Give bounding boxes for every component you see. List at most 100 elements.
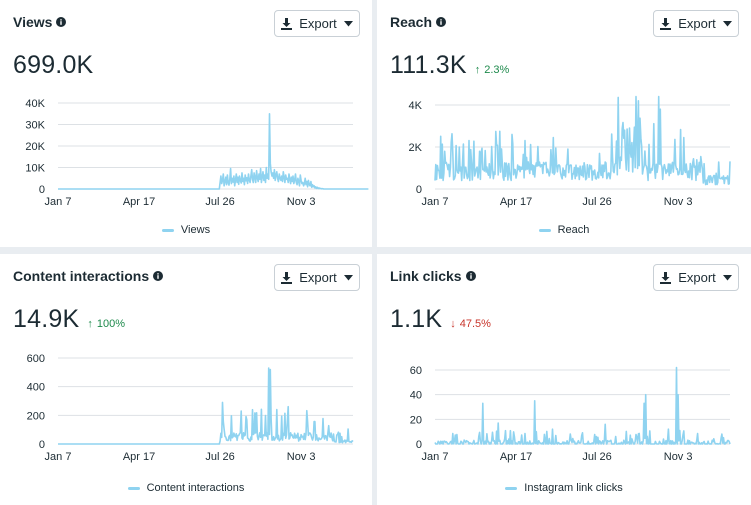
y-tick-label: 30K	[25, 120, 45, 132]
caret-down-icon	[722, 274, 732, 280]
metric-row: 111.3K ↑ 2.3%	[390, 51, 509, 80]
y-tick-label: 400	[27, 382, 45, 394]
x-tick-label: Nov 3	[287, 196, 316, 208]
chart-legend: Content interactions	[0, 482, 372, 494]
card-title: Views	[13, 14, 67, 30]
change-indicator: ↓ 47.5%	[450, 318, 491, 330]
x-tick-label: Apr 17	[500, 451, 532, 463]
change-indicator: ↑ 2.3%	[475, 64, 510, 76]
metric-value: 14.9K	[13, 305, 80, 333]
export-button[interactable]: Export	[274, 10, 360, 37]
legend-label: Content interactions	[146, 482, 245, 494]
y-tick-label: 10K	[25, 163, 45, 175]
legend-swatch	[127, 486, 140, 490]
y-tick-label: 600	[27, 353, 45, 365]
x-tick-label: Jan 7	[422, 196, 449, 208]
info-icon[interactable]	[465, 271, 476, 281]
x-tick-label: Jul 26	[582, 196, 611, 208]
metric-value: 699.0K	[13, 51, 94, 79]
x-tick-label: Apr 17	[123, 451, 155, 463]
y-tick-label: 0	[39, 184, 45, 196]
x-tick-label: Jul 26	[582, 451, 611, 463]
y-tick-label: 40	[410, 390, 422, 402]
export-label: Export	[299, 16, 337, 31]
caret-down-icon	[343, 20, 353, 26]
metric-value: 111.3K	[390, 51, 467, 79]
x-tick-label: Jul 26	[205, 451, 234, 463]
chart-legend: Views	[0, 224, 372, 236]
y-tick-label: 20K	[25, 141, 45, 153]
y-tick-label: 4K	[409, 100, 423, 112]
arrow-down-icon: ↓	[450, 318, 456, 330]
legend-swatch	[161, 228, 174, 232]
metric-value: 1.1K	[390, 305, 443, 333]
y-tick-label: 0	[416, 184, 422, 196]
card-title-text: Content interactions	[13, 268, 150, 284]
info-icon[interactable]	[153, 271, 164, 281]
chart-legend: Instagram link clicks	[377, 482, 751, 494]
y-tick-label: 60	[410, 365, 422, 377]
y-tick-label: 0	[416, 439, 422, 451]
x-tick-label: Apr 17	[123, 196, 155, 208]
series-line	[58, 367, 354, 445]
export-label: Export	[299, 270, 337, 285]
y-tick-label: 20	[410, 414, 422, 426]
x-tick-label: Apr 17	[500, 196, 532, 208]
caret-down-icon	[722, 20, 732, 26]
card-title: Link clicks	[390, 268, 476, 284]
card-title-text: Link clicks	[390, 268, 462, 284]
card-title-text: Reach	[390, 14, 433, 30]
x-tick-label: Jan 7	[45, 451, 72, 463]
y-tick-label: 0	[39, 439, 45, 451]
card-title-text: Views	[13, 14, 53, 30]
export-button[interactable]: Export	[653, 264, 739, 291]
info-icon[interactable]	[56, 17, 67, 27]
legend-label: Reach	[557, 224, 590, 236]
x-tick-label: Nov 3	[664, 451, 693, 463]
link-clicks-card: Link clicks Export 1.1K ↓ 47.5% 60 40 20 0 J…	[377, 254, 751, 505]
change-value: 47.5%	[459, 318, 491, 330]
arrow-up-icon: ↑	[474, 64, 481, 76]
x-tick-label: Nov 3	[287, 451, 316, 463]
caret-down-icon	[343, 274, 353, 280]
download-icon	[660, 17, 672, 30]
y-tick-label: 40K	[25, 98, 45, 110]
reach-card: Reach Export 111.3K ↑ 2.3% 4K 2K 0 Jan 7 Apr…	[377, 0, 751, 247]
metric-row: 14.9K ↑ 100%	[13, 305, 125, 334]
x-tick-label: Nov 3	[664, 196, 693, 208]
export-button[interactable]: Export	[653, 10, 739, 37]
legend-label: Instagram link clicks	[524, 482, 623, 494]
x-tick-label: Jan 7	[422, 451, 449, 463]
arrow-up-icon: ↑	[87, 318, 93, 330]
series-line	[58, 113, 369, 190]
series-line	[434, 366, 731, 445]
download-icon	[281, 17, 293, 30]
series-line	[434, 95, 731, 186]
y-tick-label: 2K	[409, 142, 423, 154]
legend-swatch	[505, 486, 518, 490]
metric-row: 699.0K	[13, 51, 93, 80]
download-icon	[660, 271, 672, 284]
download-icon	[281, 271, 293, 284]
export-button[interactable]: Export	[274, 264, 360, 291]
views-card: Views Export 699.0K 40K 30K 20K 10K 0 Jan 7 Ap…	[0, 0, 372, 247]
info-icon[interactable]	[436, 17, 447, 27]
change-value: 100%	[96, 318, 125, 330]
legend-label: Views	[180, 224, 211, 236]
card-title: Content interactions	[13, 268, 164, 284]
y-tick-label: 200	[27, 410, 45, 422]
chart-legend: Reach	[377, 224, 751, 236]
change-value: 2.3%	[484, 64, 510, 76]
export-label: Export	[678, 270, 716, 285]
legend-swatch	[538, 228, 551, 232]
metric-row: 1.1K ↓ 47.5%	[390, 305, 491, 334]
change-indicator: ↑ 100%	[87, 318, 125, 330]
card-title: Reach	[390, 14, 447, 30]
content-interactions-card: Content interactions Export 14.9K ↑ 100%…	[0, 254, 372, 505]
x-tick-label: Jan 7	[45, 196, 72, 208]
export-label: Export	[678, 16, 716, 31]
